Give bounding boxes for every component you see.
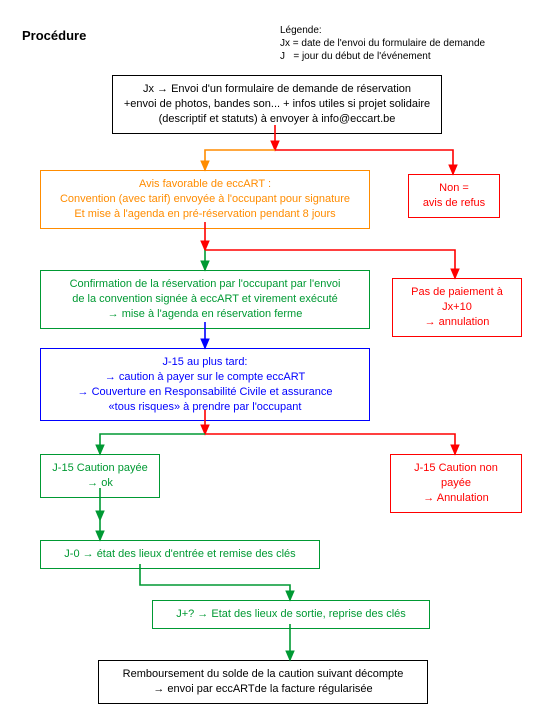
box-avis-favorable: Avis favorable de eccART : Convention (a… xyxy=(40,170,370,229)
box-j15-au-plus-tard: J-15 au plus tard: → caution à payer sur… xyxy=(40,348,370,421)
box-refus: Non = avis de refus xyxy=(408,174,500,218)
arrow-to_caution_ok xyxy=(100,434,205,454)
legend-heading: Légende: xyxy=(280,24,485,37)
box-start: Jx → Envoi d'un formulaire de demande de… xyxy=(112,75,442,134)
arrow-to_caution_non xyxy=(205,434,455,454)
legend-line-1: Jx = date de l'envoi du formulaire de de… xyxy=(280,37,485,50)
box-caution-non-payee: J-15 Caution non payée → Annulation xyxy=(390,454,522,513)
box-caution-payee: J-15 Caution payée → ok xyxy=(40,454,160,498)
box-remboursement: Remboursement du solde de la caution sui… xyxy=(98,660,428,704)
box-etat-sortie: J+? → Etat des lieux de sortie, reprise … xyxy=(152,600,430,629)
box-etat-entree: J-0 → état des lieux d'entrée et remise … xyxy=(40,540,320,569)
arrow-to_favorable xyxy=(205,150,275,170)
legend-line-2: J = jour du début de l'événement xyxy=(280,50,485,63)
box-confirmation: Confirmation de la réservation par l'occ… xyxy=(40,270,370,329)
box-annulation-paiement: Pas de paiement à Jx+10 → annulation xyxy=(392,278,522,337)
legend-block: Légende: Jx = date de l'envoi du formula… xyxy=(280,24,485,63)
page-title: Procédure xyxy=(22,28,86,43)
arrow-j0_elbow xyxy=(140,564,290,600)
